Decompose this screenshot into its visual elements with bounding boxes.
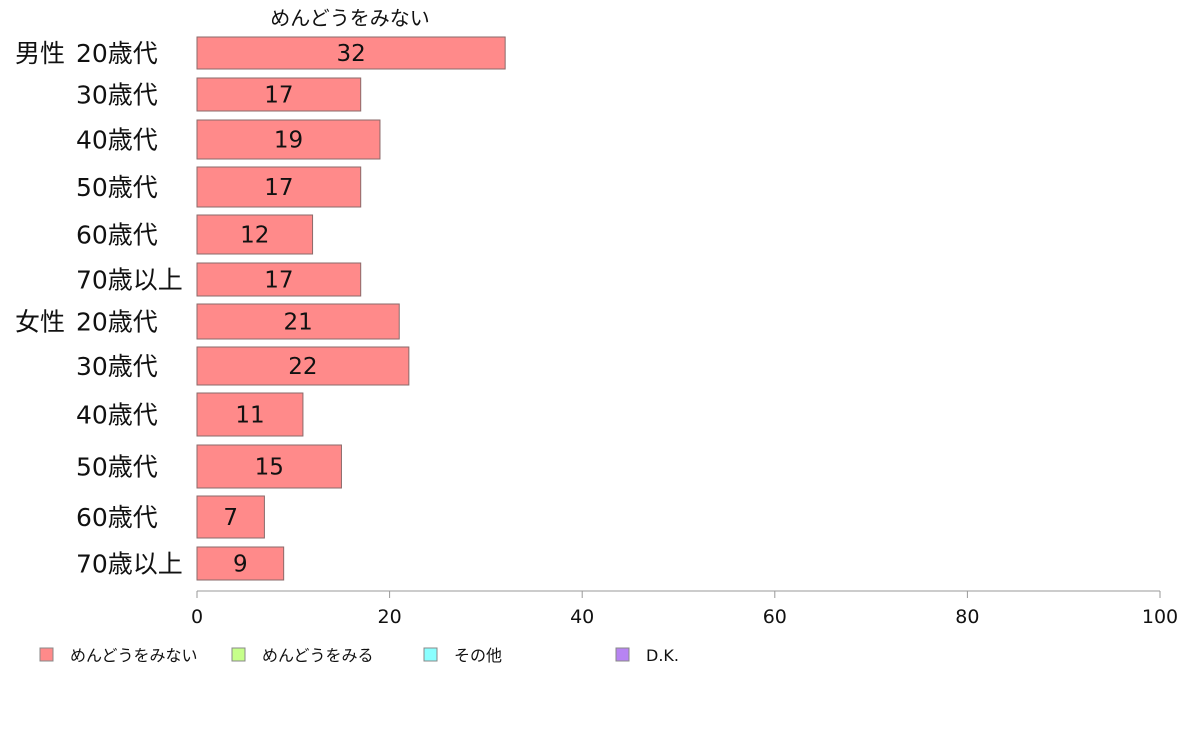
category-label: 60歳代 xyxy=(76,221,158,250)
x-tick-label: 60 xyxy=(763,606,787,628)
legend: めんどうをみない めんどうをみる その他 D.K. xyxy=(39,646,679,665)
legend-swatch xyxy=(615,647,630,662)
category-label: 50歳代 xyxy=(76,453,158,482)
category-label: 60歳代 xyxy=(76,503,158,532)
bar xyxy=(196,444,342,489)
legend-swatch xyxy=(423,647,438,662)
category-label: 70歳以上 xyxy=(76,550,183,579)
bar xyxy=(196,77,362,112)
category-label: 40歳代 xyxy=(76,401,158,430)
legend-swatch xyxy=(231,647,246,662)
bars-layer: 男性 20歳代 32 30歳代 17 40歳代 19 50歳代 17 60歳代 12 70歳以上 17 女… xyxy=(15,36,506,581)
bar-value-label: 17 xyxy=(264,268,293,294)
bar-value-label: 17 xyxy=(264,175,293,201)
bar-value-label: 21 xyxy=(283,310,312,336)
bar xyxy=(196,119,381,160)
legend-label: めんどうをみる xyxy=(262,646,374,665)
category-label: 20歳代 xyxy=(76,39,158,68)
category-label: 40歳代 xyxy=(76,126,158,155)
group-label: 女性 xyxy=(15,308,65,337)
x-axis: 0 20 40 60 80 100 xyxy=(191,590,1178,628)
x-tick-label: 20 xyxy=(378,606,402,628)
group-label: 男性 xyxy=(15,39,65,68)
legend-label: その他 xyxy=(454,646,502,665)
bar xyxy=(196,495,265,539)
bar-value-label: 15 xyxy=(255,455,284,481)
bar-value-label: 19 xyxy=(274,128,303,154)
legend-label: めんどうをみない xyxy=(70,646,198,665)
x-tick-label: 40 xyxy=(570,606,594,628)
bar-value-label: 11 xyxy=(235,403,264,429)
x-tick-label: 0 xyxy=(191,606,203,628)
bar-value-label: 7 xyxy=(223,505,238,531)
x-tick-label: 100 xyxy=(1142,606,1178,628)
bar xyxy=(196,546,285,581)
series-title: めんどうをみない xyxy=(270,6,429,30)
category-label: 30歳代 xyxy=(76,352,158,381)
bar xyxy=(196,36,506,70)
x-tick-label: 80 xyxy=(955,606,979,628)
bar-value-label: 12 xyxy=(240,223,269,249)
bar xyxy=(196,214,314,255)
bar xyxy=(196,303,400,340)
bar xyxy=(196,262,362,297)
bar-value-label: 9 xyxy=(233,552,248,578)
bar xyxy=(196,346,410,386)
legend-label: D.K. xyxy=(646,646,679,665)
category-label: 30歳代 xyxy=(76,81,158,110)
bar-value-label: 22 xyxy=(288,354,317,380)
bar xyxy=(196,166,362,208)
bar-value-label: 17 xyxy=(264,83,293,109)
category-label: 70歳以上 xyxy=(76,266,183,295)
bar xyxy=(196,392,304,437)
category-label: 50歳代 xyxy=(76,173,158,202)
bar-value-label: 32 xyxy=(336,41,365,67)
category-label: 20歳代 xyxy=(76,308,158,337)
legend-swatch xyxy=(39,647,54,662)
